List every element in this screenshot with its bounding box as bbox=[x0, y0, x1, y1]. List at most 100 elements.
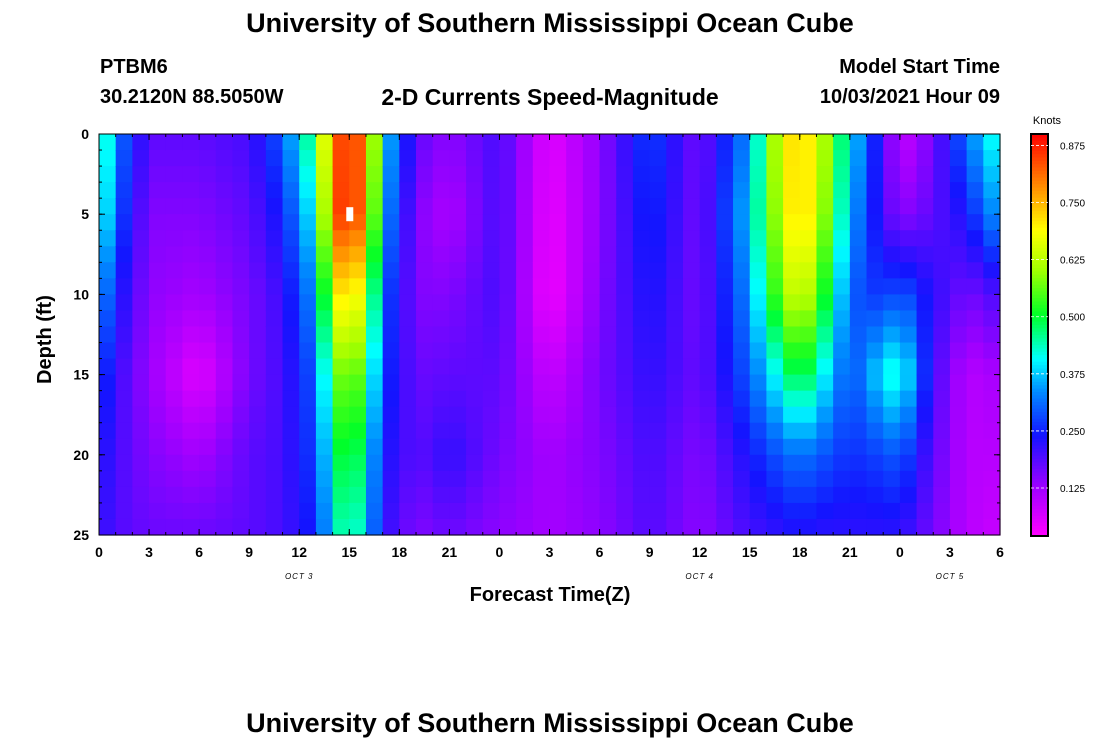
heatmap-cell bbox=[866, 518, 884, 536]
heatmap-cell bbox=[516, 438, 534, 456]
heatmap-cell bbox=[599, 150, 617, 167]
colorbar-swatch bbox=[1031, 425, 1048, 430]
y-tick-label: 0 bbox=[81, 126, 89, 142]
heatmap-cell bbox=[532, 230, 551, 247]
heatmap-cell bbox=[349, 454, 367, 472]
heatmap-cell bbox=[499, 502, 517, 520]
heatmap-cell bbox=[332, 134, 350, 151]
colorbar-swatch bbox=[1031, 251, 1048, 256]
heatmap-cell bbox=[949, 214, 968, 231]
heatmap-cell bbox=[132, 262, 150, 279]
heatmap-cell bbox=[299, 390, 317, 408]
heatmap-cell bbox=[499, 294, 517, 312]
heatmap-cell bbox=[232, 502, 250, 520]
heatmap-cell bbox=[799, 422, 818, 440]
heatmap-cell bbox=[582, 470, 601, 488]
heatmap-cell bbox=[682, 374, 701, 392]
heatmap-cell bbox=[716, 470, 734, 488]
heatmap-cell bbox=[232, 438, 250, 456]
heatmap-cell bbox=[883, 262, 901, 279]
heatmap-cell bbox=[766, 438, 784, 456]
heatmap-cell bbox=[315, 486, 334, 504]
heatmap-cell bbox=[883, 422, 901, 440]
heatmap-cell bbox=[949, 230, 968, 247]
heatmap-cell bbox=[849, 134, 868, 151]
heatmap-cell bbox=[699, 198, 717, 215]
heatmap-cell bbox=[449, 230, 467, 247]
heatmap-cell bbox=[449, 454, 467, 472]
heatmap-cell bbox=[582, 454, 601, 472]
heatmap-cell bbox=[599, 358, 617, 376]
heatmap-cell bbox=[666, 246, 684, 263]
heatmap-cell bbox=[616, 134, 634, 151]
heatmap-cell bbox=[799, 182, 818, 199]
heatmap-cell bbox=[866, 358, 884, 376]
heatmap-cell bbox=[816, 406, 834, 424]
heatmap-cell bbox=[532, 262, 551, 279]
colorbar-swatch bbox=[1031, 405, 1048, 410]
heatmap-cell bbox=[733, 150, 751, 167]
heatmap-cell bbox=[332, 486, 350, 504]
heatmap-cell bbox=[232, 150, 250, 167]
heatmap-cell bbox=[349, 486, 367, 504]
heatmap-cell bbox=[165, 326, 184, 344]
heatmap-cell bbox=[99, 246, 117, 263]
heatmap-cell bbox=[566, 342, 584, 360]
heatmap-cell bbox=[816, 422, 834, 440]
heatmap-cell bbox=[733, 326, 751, 344]
heatmap-cell bbox=[165, 166, 184, 183]
heatmap-cell bbox=[482, 310, 501, 328]
heatmap-cell bbox=[215, 470, 234, 488]
heatmap-cell bbox=[716, 454, 734, 472]
heatmap-cell bbox=[983, 198, 1001, 215]
heatmap-cell bbox=[432, 486, 450, 504]
heatmap-cell bbox=[783, 422, 801, 440]
heatmap-cell bbox=[933, 166, 951, 183]
heatmap-cell bbox=[783, 262, 801, 279]
heatmap-cell bbox=[115, 166, 133, 183]
heatmap-cell bbox=[249, 374, 267, 392]
heatmap-cell bbox=[249, 310, 267, 328]
heatmap-cell bbox=[365, 294, 384, 312]
heatmap-cell bbox=[365, 518, 384, 536]
heatmap-cell bbox=[549, 198, 567, 215]
heatmap-cell bbox=[649, 294, 667, 312]
heatmap-cell bbox=[733, 486, 751, 504]
heatmap-cell bbox=[432, 374, 450, 392]
heatmap-cell bbox=[282, 246, 300, 263]
heatmap-cell bbox=[833, 406, 851, 424]
colorbar-swatch bbox=[1031, 304, 1048, 309]
heatmap-cell bbox=[165, 502, 184, 520]
colorbar-swatch bbox=[1031, 428, 1048, 433]
heatmap-cell bbox=[783, 374, 801, 392]
heatmap-cell bbox=[399, 518, 417, 536]
colorbar-swatch bbox=[1031, 194, 1048, 199]
heatmap-cell bbox=[499, 422, 517, 440]
heatmap-cell bbox=[416, 358, 434, 376]
heatmap-cell bbox=[165, 230, 184, 247]
heatmap-cell bbox=[532, 246, 551, 263]
heatmap-cell bbox=[582, 406, 601, 424]
heatmap-cell bbox=[749, 166, 768, 183]
heatmap-cell bbox=[632, 214, 651, 231]
heatmap-cell bbox=[649, 390, 667, 408]
heatmap-cell bbox=[833, 230, 851, 247]
heatmap-cell bbox=[916, 214, 934, 231]
heatmap-cell bbox=[265, 438, 284, 456]
heatmap-cell bbox=[199, 166, 217, 183]
heatmap-cell bbox=[365, 150, 384, 167]
heatmap-cell bbox=[165, 214, 184, 231]
heatmap-cell bbox=[482, 438, 501, 456]
heatmap-cell bbox=[883, 518, 901, 536]
heatmap-cell bbox=[666, 454, 684, 472]
heatmap-cell bbox=[382, 294, 400, 312]
heatmap-cell bbox=[499, 326, 517, 344]
heatmap-cell bbox=[616, 406, 634, 424]
heatmap-cell bbox=[966, 150, 984, 167]
heatmap-cell bbox=[582, 262, 601, 279]
colorbar-swatch bbox=[1031, 458, 1048, 463]
heatmap-cell bbox=[816, 518, 834, 536]
heatmap-cell bbox=[833, 486, 851, 504]
heatmap-cell bbox=[632, 422, 651, 440]
x-tick-label: 21 bbox=[442, 544, 458, 560]
